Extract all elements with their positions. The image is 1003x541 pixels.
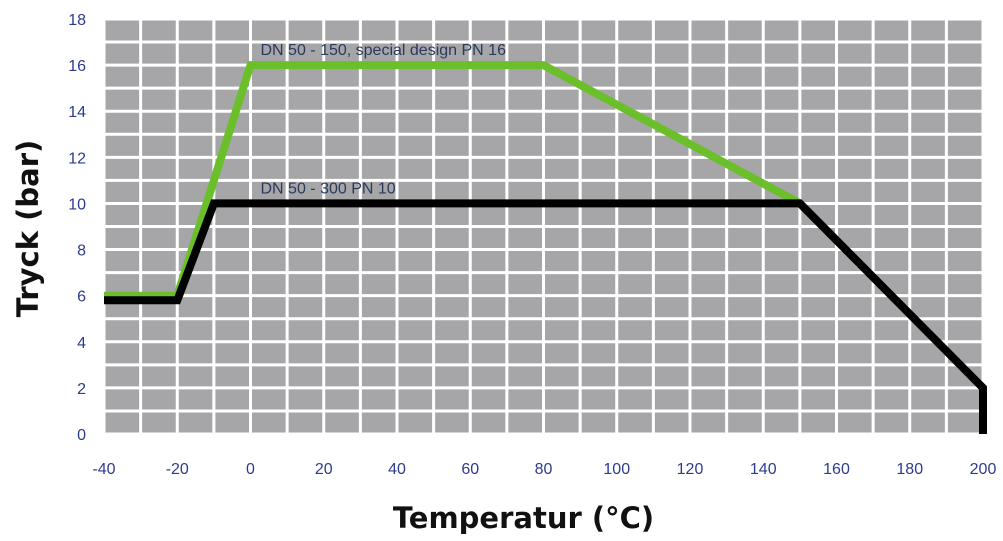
- x-tick-label: 160: [823, 461, 850, 478]
- y-tick-label: 8: [77, 243, 86, 260]
- x-axis-title: Temperatur (°C): [393, 501, 654, 535]
- x-tick-label: 180: [896, 461, 923, 478]
- y-tick-label: 18: [68, 12, 86, 29]
- series-line-pn16: [104, 61, 802, 300]
- x-tick-label: 140: [750, 461, 777, 478]
- x-tick-label: 20: [315, 461, 333, 478]
- x-tick-label: 60: [461, 461, 479, 478]
- series-annotation: DN 50 - 150, special design PN 16: [261, 42, 507, 59]
- series-line-pn10: [104, 199, 987, 434]
- y-tick-labels: 0 2 4 6 8 10 12 14 16 18: [68, 12, 86, 444]
- x-tick-labels: -40 -20 0 20 40 60 80 100 120 140 160 180 200: [92, 461, 996, 478]
- grid-lines: [102, 17, 985, 436]
- y-tick-label: 12: [68, 150, 86, 167]
- y-tick-label: 0: [77, 427, 86, 444]
- x-tick-label: -20: [166, 461, 189, 478]
- x-tick-label: 40: [388, 461, 406, 478]
- series-annotation: DN 50 - 300 PN 10: [261, 180, 396, 197]
- x-tick-label: -40: [92, 461, 115, 478]
- annotations: DN 50 - 150, special design PN 16 DN 50 -…: [261, 42, 507, 197]
- y-tick-label: 10: [68, 196, 86, 213]
- x-tick-label: 120: [677, 461, 704, 478]
- series-lines: [104, 61, 987, 434]
- y-tick-label: 16: [68, 58, 86, 75]
- y-tick-label: 6: [77, 289, 86, 306]
- y-axis-title: Tryck (bar): [11, 140, 45, 318]
- x-tick-label: 100: [603, 461, 630, 478]
- y-tick-label: 2: [77, 381, 86, 398]
- x-tick-label: 0: [246, 461, 255, 478]
- y-tick-label: 14: [68, 104, 86, 121]
- y-tick-label: 4: [77, 335, 86, 352]
- x-tick-label: 200: [970, 461, 997, 478]
- x-tick-label: 80: [535, 461, 553, 478]
